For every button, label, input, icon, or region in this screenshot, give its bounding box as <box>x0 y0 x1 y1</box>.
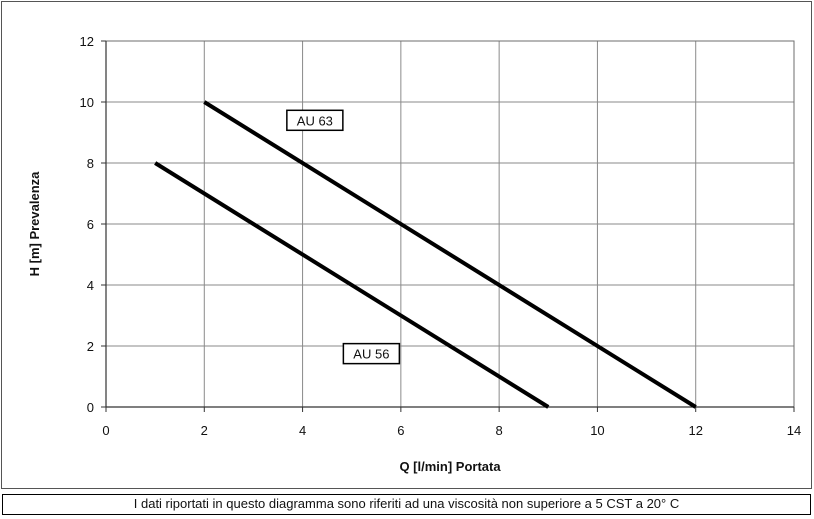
y-tick-label: 12 <box>80 34 94 49</box>
y-tick-label: 0 <box>87 400 94 415</box>
x-tick-label: 4 <box>299 423 306 438</box>
x-tick-label: 10 <box>590 423 604 438</box>
y-axis-title: H [m] Prevalenza <box>27 171 42 277</box>
x-axis-title: Q [l/min] Portata <box>399 459 501 474</box>
y-tick-label: 6 <box>87 217 94 232</box>
footnote: I dati riportati in questo diagramma son… <box>2 494 811 515</box>
x-tick-label: 2 <box>201 423 208 438</box>
series-line <box>203 100 697 409</box>
series-label: AU 56 <box>353 347 389 362</box>
pump-performance-chart: 0 2 4 6 8 10 12 14 0 2 4 6 8 10 12 AU 63 AU 56 Q [l/min] … <box>27 34 801 474</box>
series-line <box>154 161 550 409</box>
series-label: AU 63 <box>297 113 333 128</box>
y-tick-label: 4 <box>87 278 94 293</box>
series-label-box <box>342 342 401 365</box>
y-tick-label: 2 <box>87 339 94 354</box>
x-tick-label: 6 <box>397 423 404 438</box>
y-tick-label: 8 <box>87 156 94 171</box>
x-tick-label: 8 <box>496 423 503 438</box>
x-tick-label: 0 <box>102 423 109 438</box>
x-tick-label: 12 <box>688 423 702 438</box>
series-label-box <box>286 109 344 132</box>
x-tick-label: 14 <box>787 423 801 438</box>
y-tick-label: 10 <box>80 95 94 110</box>
